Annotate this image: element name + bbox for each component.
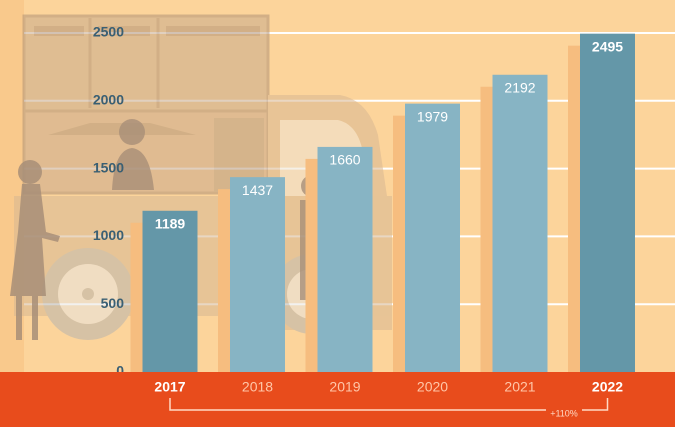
bracket-line [169,398,609,411]
x-tick-label: 2021 [504,379,535,395]
x-tick-label: 2022 [592,379,623,395]
y-axis-ticks: 0 500 1000 1500 2000 2500 [93,24,124,379]
bars [142,33,635,373]
bar-2022 [580,33,635,372]
value-label: 1189 [155,215,186,231]
x-axis-ticks: 2017 2018 2019 2020 2021 2022 [154,379,623,395]
woman-silhouette [10,160,60,340]
y-tick-label: 2000 [93,92,124,108]
bracket-label: +110% [550,408,578,418]
y-tick-label: 1500 [93,159,124,175]
bar-2018 [230,177,285,372]
x-tick-label: 2017 [154,379,185,395]
x-axis-band [0,372,675,427]
value-label: 1660 [329,152,360,168]
x-tick-label: 2019 [329,379,360,395]
bar-2017 [142,210,198,372]
value-labels: 1189 1437 1660 1979 2192 2495 [155,38,623,231]
value-label: 2495 [592,38,623,54]
bar-2021 [492,74,548,372]
man-silhouette-window [112,119,154,190]
y-tick-label: 0 [116,363,124,379]
value-label: 1979 [417,108,448,124]
value-label: 1437 [242,182,273,198]
y-tick-label: 1000 [93,227,124,243]
growth-bracket: +110% [169,398,609,418]
x-tick-label: 2018 [242,379,273,395]
bar-2020 [405,103,460,373]
x-tick-label: 2020 [417,379,448,395]
bar-2019 [317,146,373,372]
y-tick-label: 500 [101,295,125,311]
value-label: 2192 [504,79,535,95]
y-tick-label: 2500 [93,24,124,40]
